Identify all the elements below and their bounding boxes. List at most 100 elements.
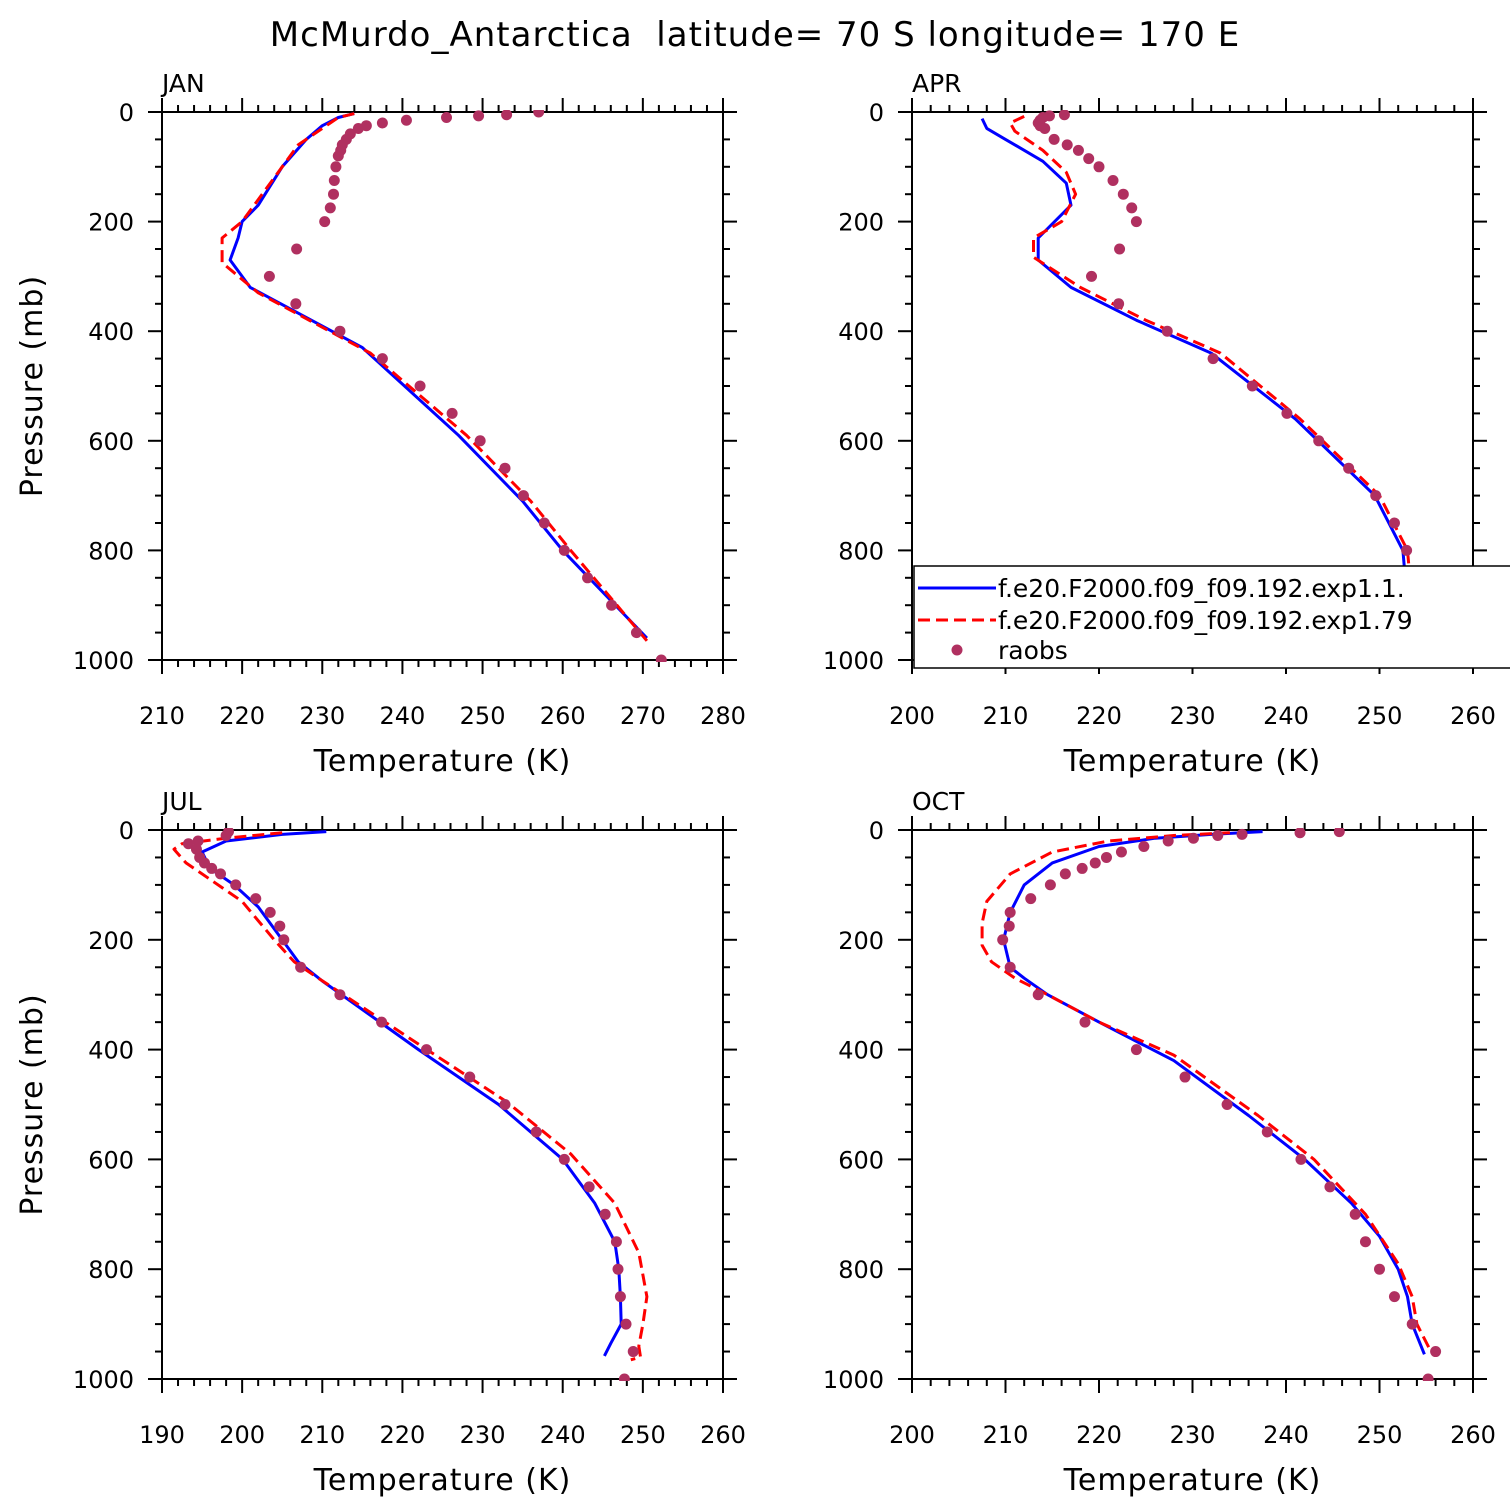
x-tick-label: 230 bbox=[460, 1421, 506, 1449]
y-tick-label: 600 bbox=[88, 428, 134, 456]
raobs-point bbox=[1281, 407, 1293, 419]
x-tick-label: 220 bbox=[219, 702, 265, 730]
raobs-point bbox=[1388, 517, 1400, 529]
y-tick-label: 1000 bbox=[73, 647, 134, 675]
x-tick-label: 250 bbox=[1357, 1421, 1403, 1449]
raobs-point bbox=[441, 111, 453, 123]
raobs-point bbox=[517, 490, 529, 502]
y-tick-label: 400 bbox=[88, 1037, 134, 1065]
x-tick-label: 260 bbox=[700, 1421, 746, 1449]
raobs-point bbox=[330, 161, 342, 173]
x-tick-label: 230 bbox=[1170, 702, 1216, 730]
raobs-point bbox=[1406, 1318, 1418, 1330]
raobs-point bbox=[1115, 846, 1127, 858]
plot-frame bbox=[161, 829, 724, 1380]
raobs-point bbox=[1117, 188, 1129, 200]
panel-title: OCT bbox=[912, 787, 965, 816]
raobs-point bbox=[220, 829, 232, 841]
y-tick-label: 0 bbox=[119, 817, 134, 845]
series-line-model2 bbox=[172, 831, 649, 1362]
raobs-point bbox=[1388, 1291, 1400, 1303]
x-tick-label: 200 bbox=[889, 1421, 935, 1449]
legend-entry-label: f.e20.F2000.f09_f09.192.exp1.1. bbox=[998, 574, 1405, 603]
raobs-point bbox=[606, 599, 618, 611]
raobs-point bbox=[1359, 1236, 1371, 1248]
raobs-point bbox=[1349, 1208, 1361, 1220]
raobs-point bbox=[414, 380, 426, 392]
x-tick-label: 250 bbox=[1357, 702, 1403, 730]
raobs-point bbox=[1059, 868, 1071, 880]
x-tick-label: 190 bbox=[139, 1421, 185, 1449]
series-line-model2 bbox=[980, 831, 1433, 1353]
y-tick-label: 0 bbox=[119, 99, 134, 127]
raobs-point bbox=[1086, 270, 1098, 282]
raobs-point bbox=[446, 407, 458, 419]
y-tick-label: 200 bbox=[88, 209, 134, 237]
raobs-point bbox=[334, 325, 346, 337]
raobs-point bbox=[1236, 828, 1248, 840]
raobs-point bbox=[530, 1126, 542, 1138]
raobs-point bbox=[420, 1044, 432, 1056]
raobs-point bbox=[1079, 1016, 1091, 1028]
x-tick-label: 280 bbox=[700, 702, 746, 730]
raobs-point bbox=[1161, 325, 1173, 337]
raobs-point bbox=[997, 934, 1009, 946]
x-tick-label: 250 bbox=[460, 702, 506, 730]
y-tick-label: 600 bbox=[838, 1146, 884, 1174]
raobs-point bbox=[334, 989, 346, 1001]
raobs-point bbox=[627, 1346, 639, 1358]
chart-oct: OCT 200 210 220 230 240 250 260 0 200 400 600 800 100… bbox=[823, 787, 1496, 1498]
raobs-point bbox=[1187, 832, 1199, 844]
panel-title: JAN bbox=[160, 69, 205, 98]
raobs-point bbox=[1100, 851, 1112, 863]
raobs-point bbox=[263, 270, 275, 282]
raobs-point bbox=[614, 1291, 626, 1303]
y-tick-label: 0 bbox=[869, 99, 884, 127]
x-tick-label: 210 bbox=[299, 1421, 345, 1449]
raobs-point bbox=[1179, 1071, 1191, 1083]
x-tick-label: 210 bbox=[139, 702, 185, 730]
raobs-point bbox=[1083, 153, 1095, 165]
x-tick-label: 260 bbox=[1450, 1421, 1496, 1449]
y-tick-label: 1000 bbox=[823, 1366, 884, 1394]
raobs-point bbox=[290, 298, 302, 310]
raobs-point bbox=[1430, 1346, 1442, 1358]
x-tick-label: 220 bbox=[1076, 702, 1122, 730]
x-tick-label: 200 bbox=[889, 702, 935, 730]
y-tick-label: 800 bbox=[838, 537, 884, 565]
raobs-point bbox=[1370, 490, 1382, 502]
raobs-point bbox=[1113, 298, 1125, 310]
series-line-model1 bbox=[228, 112, 648, 640]
raobs-point bbox=[1162, 835, 1174, 847]
x-tick-label: 260 bbox=[540, 702, 586, 730]
raobs-point bbox=[1044, 879, 1056, 891]
raobs-point bbox=[1032, 989, 1044, 1001]
raobs-point bbox=[1374, 1263, 1385, 1275]
raobs-point bbox=[1138, 840, 1150, 852]
raobs-point bbox=[1294, 828, 1306, 839]
plot-frame bbox=[161, 111, 724, 661]
series-line-model1 bbox=[1002, 830, 1426, 1355]
raobs-point bbox=[291, 243, 303, 255]
raobs-point bbox=[182, 838, 194, 850]
raobs-point bbox=[1061, 139, 1073, 151]
y-tick-label: 1000 bbox=[73, 1366, 134, 1394]
raobs-point bbox=[1333, 828, 1345, 838]
raobs-point bbox=[1401, 544, 1413, 556]
panel-title: JUL bbox=[160, 787, 202, 816]
series-line-model2 bbox=[1008, 115, 1442, 637]
plot-area bbox=[980, 828, 1442, 1381]
raobs-point bbox=[264, 906, 276, 918]
raobs-point bbox=[612, 1263, 624, 1275]
raobs-point bbox=[1089, 857, 1101, 869]
raobs-point bbox=[610, 1236, 622, 1248]
raobs-point bbox=[630, 627, 642, 639]
x-tick-label: 220 bbox=[380, 1421, 426, 1449]
raobs-point bbox=[655, 654, 667, 662]
raobs-point bbox=[230, 879, 242, 891]
raobs-point bbox=[474, 435, 486, 447]
chart-jan: JAN 210 220 230 240 250 260 270 280 0 200 400 600 800… bbox=[15, 69, 746, 779]
plot-area bbox=[172, 828, 649, 1381]
legend-box bbox=[913, 565, 1510, 669]
raobs-point bbox=[192, 835, 204, 847]
